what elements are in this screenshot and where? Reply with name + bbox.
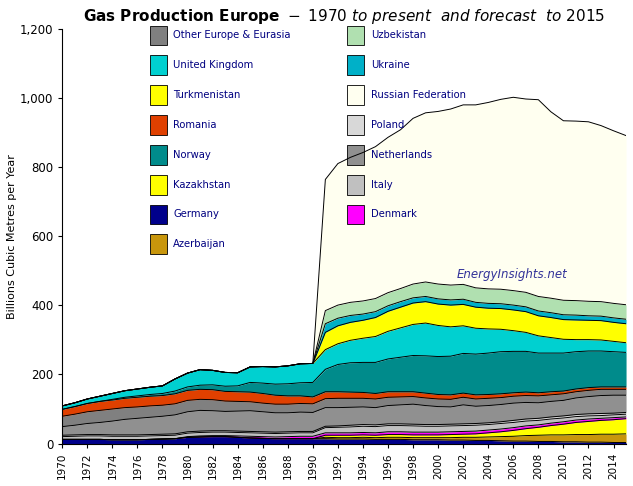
Text: Romania: Romania — [173, 120, 217, 130]
Bar — [149, 145, 166, 165]
Text: Kazakhstan: Kazakhstan — [173, 180, 231, 190]
Text: Poland: Poland — [371, 120, 404, 130]
Text: EnergyInsights.net: EnergyInsights.net — [457, 268, 568, 281]
Y-axis label: Billions Cubic Metres per Year: Billions Cubic Metres per Year — [7, 154, 17, 319]
Text: Italy: Italy — [371, 180, 392, 190]
Bar — [149, 85, 166, 105]
Text: Uzbekistan: Uzbekistan — [371, 31, 426, 40]
Bar — [149, 234, 166, 254]
Text: Norway: Norway — [173, 150, 211, 160]
Text: Other Europe & Eurasia: Other Europe & Eurasia — [173, 31, 291, 40]
Text: Azerbaijan: Azerbaijan — [173, 239, 226, 249]
Bar — [149, 174, 166, 194]
Text: Netherlands: Netherlands — [371, 150, 432, 160]
Bar — [347, 145, 364, 165]
Bar — [347, 85, 364, 105]
Bar — [149, 26, 166, 45]
Bar — [347, 55, 364, 75]
Bar — [149, 55, 166, 75]
Bar — [149, 115, 166, 135]
Bar — [347, 174, 364, 194]
Text: Russian Federation: Russian Federation — [371, 90, 466, 100]
Bar — [347, 205, 364, 225]
Text: Germany: Germany — [173, 209, 219, 220]
Bar — [347, 115, 364, 135]
Text: Denmark: Denmark — [371, 209, 417, 220]
Text: Ukraine: Ukraine — [371, 60, 410, 70]
Text: United Kingdom: United Kingdom — [173, 60, 254, 70]
Bar — [149, 205, 166, 225]
Text: Turkmenistan: Turkmenistan — [173, 90, 241, 100]
Bar — [347, 26, 364, 45]
Title: $\mathbf{Gas\ Production\ Europe}$$\it{\ -\ 1970\ to\ present\ \ and\ forecast\ : $\mathbf{Gas\ Production\ Europe}$$\it{\… — [83, 7, 605, 26]
